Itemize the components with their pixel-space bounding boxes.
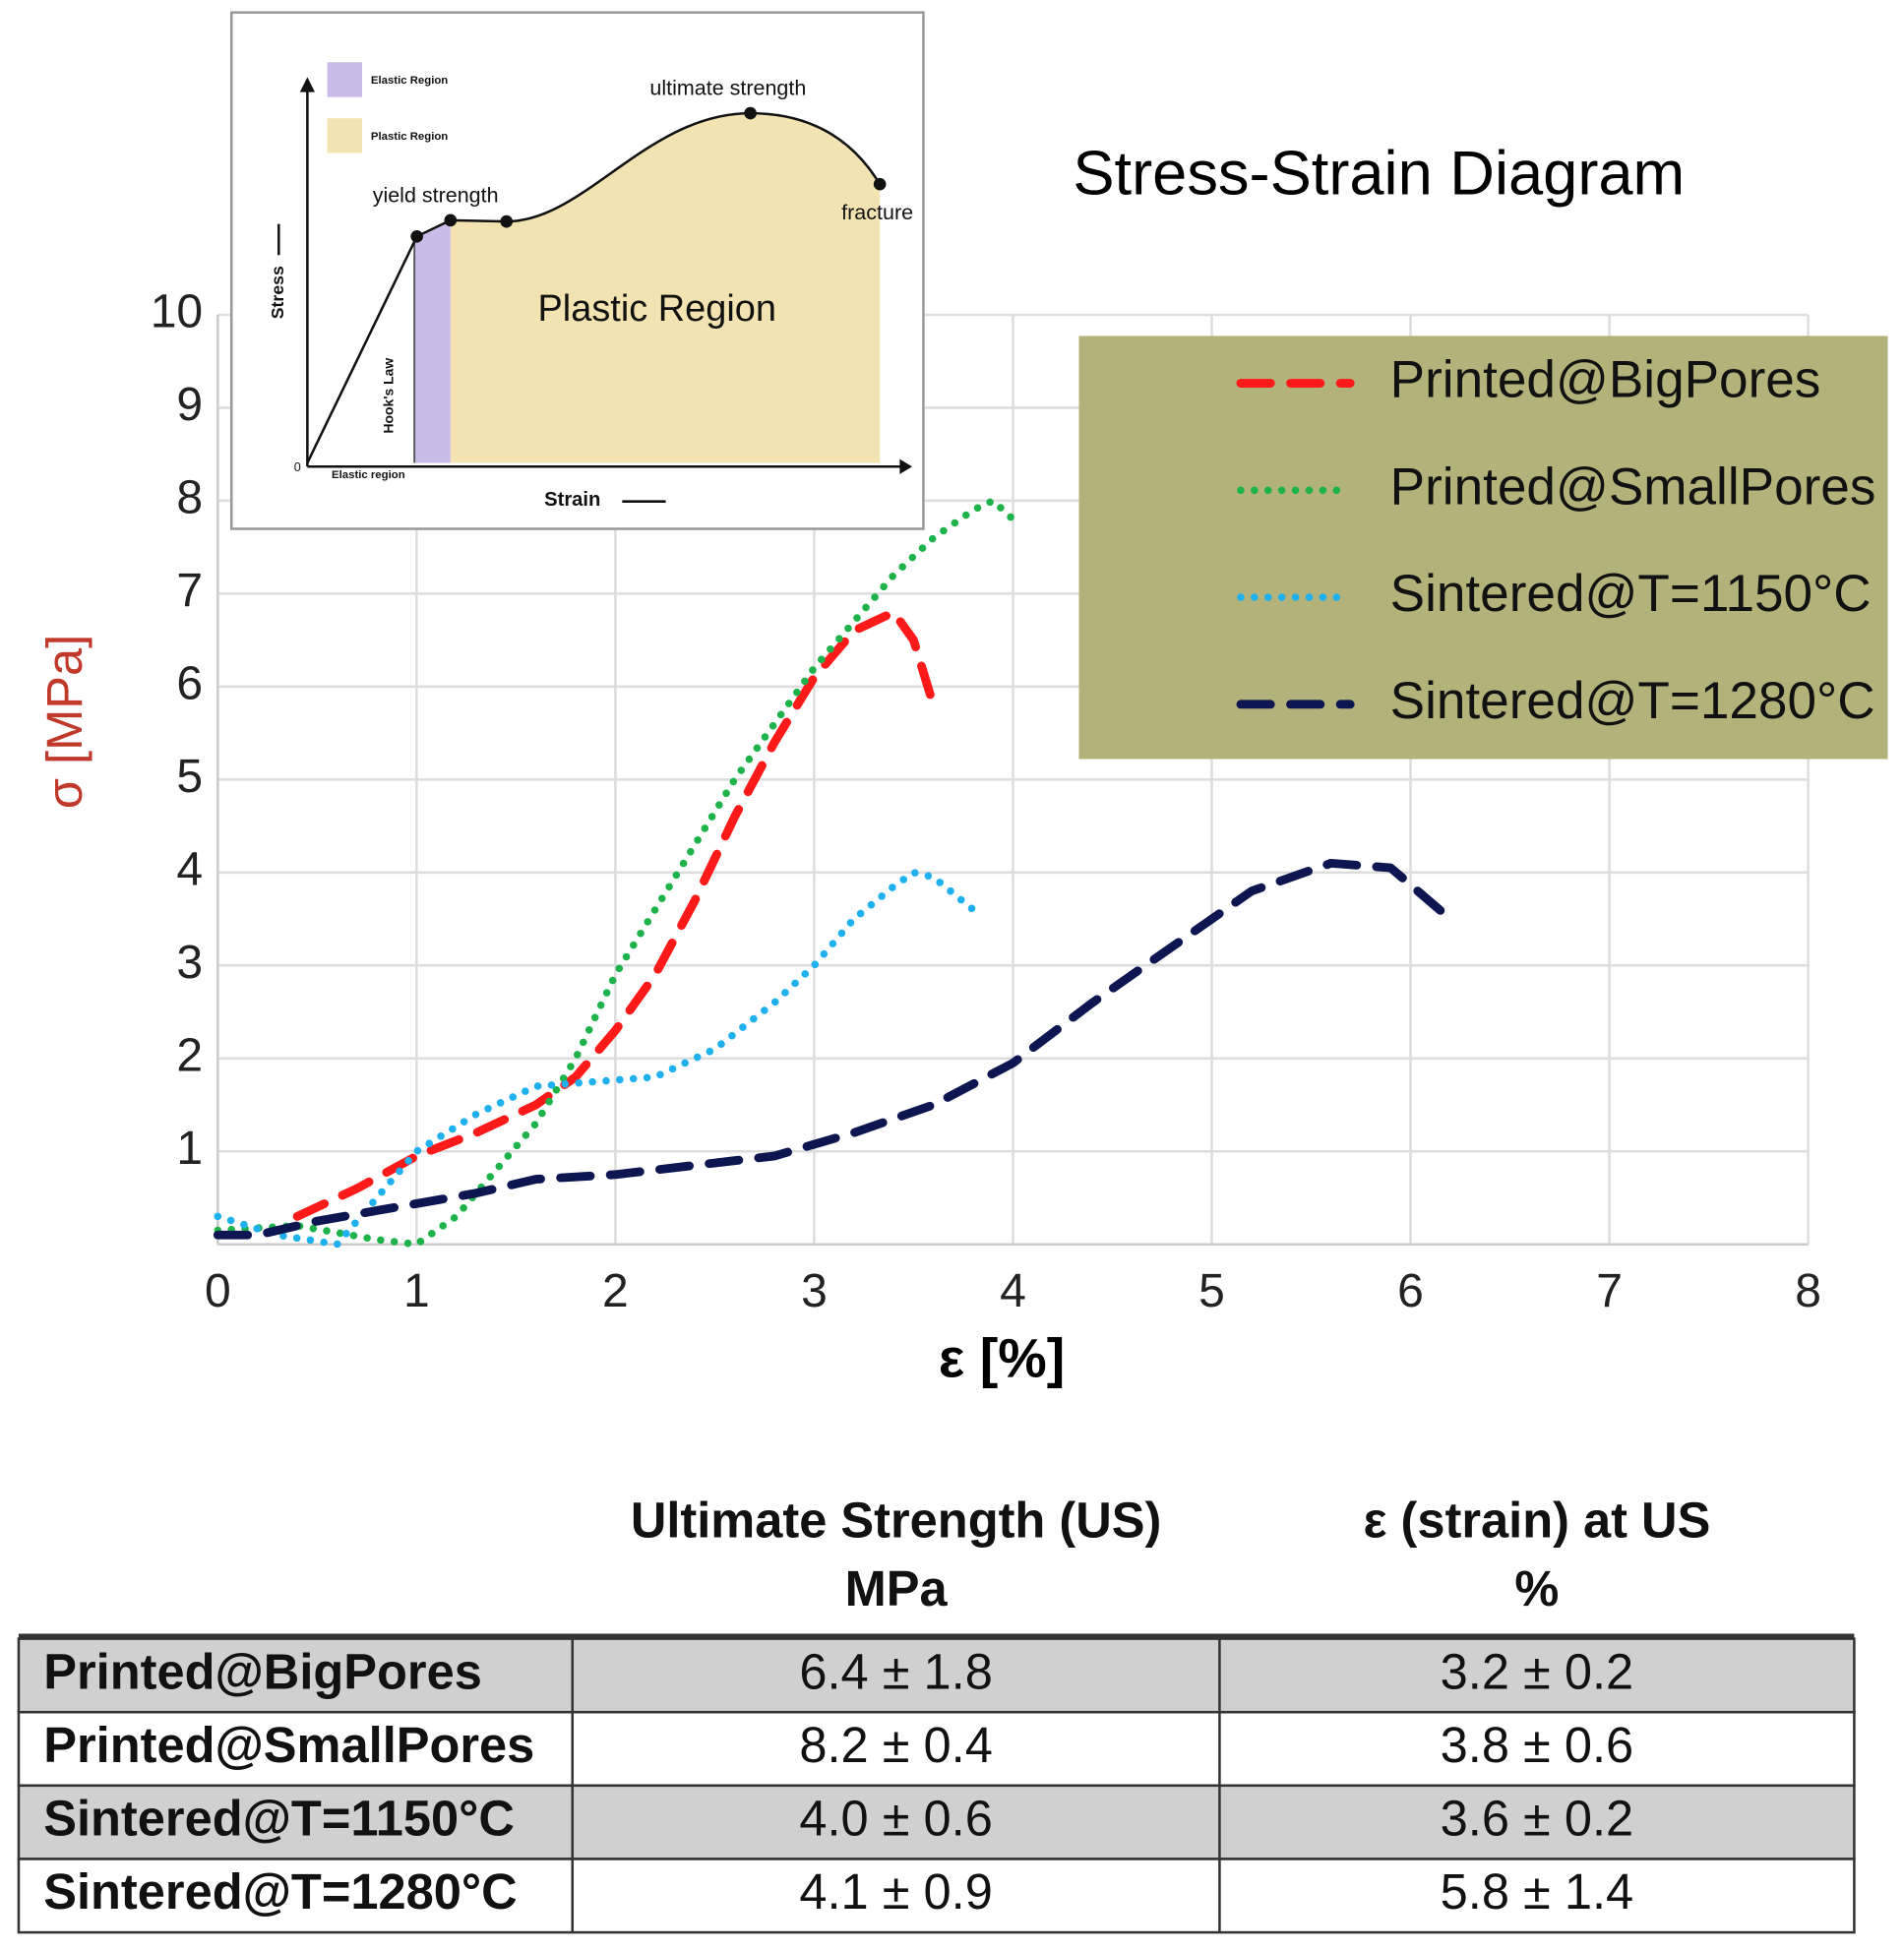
grid: 0 1 2 3 4 5 6 7 8 1 2 3 4 5 6 7 8 9 10 <box>151 286 1821 1317</box>
lines <box>213 497 1455 1249</box>
table: Ultimate Strength (US) MPa ε (strain) at U… <box>17 1493 1856 1934</box>
legend-swatch <box>327 118 363 153</box>
column-header: % <box>1514 1560 1559 1616</box>
x-tick-label: 4 <box>1000 1265 1026 1317</box>
table-cell: 6.4 ± 1.8 <box>799 1643 992 1699</box>
y-tick-label: 5 <box>176 751 203 803</box>
elastic-area <box>414 219 451 463</box>
y-tick-label: 2 <box>176 1029 203 1081</box>
y-tick-label: 1 <box>176 1123 203 1175</box>
arrow <box>299 77 315 92</box>
table-cell: 4.0 ± 0.6 <box>799 1791 992 1847</box>
legend: Printed@BigPores Printed@SmallPores Sinter… <box>1078 335 1888 760</box>
axis-label: Stress <box>268 266 287 319</box>
chart-title: Stress-Strain Diagram <box>1073 140 1685 209</box>
row-label: Printed@SmallPores <box>43 1717 534 1773</box>
series-line <box>213 858 1455 1240</box>
legend-swatch <box>327 62 363 97</box>
table-cell: 3.8 ± 0.6 <box>1441 1717 1633 1773</box>
arrow <box>899 458 913 474</box>
x-tick-label: 5 <box>1198 1265 1225 1317</box>
legend-label: Printed@BigPores <box>1390 351 1821 409</box>
series-line <box>292 607 939 1221</box>
label: Elastic region <box>332 469 405 481</box>
y-tick-label: 9 <box>176 379 203 431</box>
legend-box <box>1078 335 1888 760</box>
legend-label: Elastic Region <box>371 75 448 87</box>
table-cell: 4.1 ± 0.9 <box>799 1863 992 1920</box>
x-tick-label: 7 <box>1596 1265 1623 1317</box>
y-axis-label: σ [MPa] <box>36 635 92 809</box>
point <box>410 229 423 243</box>
y-tick-label: 3 <box>176 937 203 989</box>
column-header: MPa <box>845 1560 949 1616</box>
x-axis-label: ε [%] <box>939 1328 1065 1389</box>
row-label: Sintered@T=1280°C <box>43 1863 517 1920</box>
y-tick-label: 7 <box>176 565 203 617</box>
y-tick-label: 4 <box>176 843 203 895</box>
curve <box>306 111 882 464</box>
label: yield strength <box>373 183 499 207</box>
x-tick-label: 1 <box>403 1265 430 1317</box>
table-row <box>17 1858 1856 1934</box>
label: 0 <box>294 460 301 474</box>
table-row <box>17 1710 1856 1788</box>
label: ultimate strength <box>649 77 806 100</box>
table-cell: 3.2 ± 0.2 <box>1441 1643 1633 1699</box>
point <box>873 177 887 191</box>
x-tick-label: 2 <box>602 1265 629 1317</box>
label: fracture <box>841 201 913 224</box>
table-row <box>17 1784 1856 1860</box>
y-tick-label: 8 <box>176 472 203 524</box>
legend-label: Sintered@T=1150°C <box>1390 565 1872 623</box>
x-tick-label: 3 <box>801 1265 828 1317</box>
plastic-area <box>450 113 881 463</box>
row-label: Sintered@T=1150°C <box>43 1791 515 1847</box>
point <box>500 214 514 228</box>
legend-label: Plastic Region <box>371 131 448 143</box>
region-label: Plastic Region <box>538 288 777 330</box>
row-label: Printed@BigPores <box>43 1643 482 1699</box>
y-tick-label: 10 <box>151 286 203 338</box>
x-tick-label: 0 <box>205 1265 231 1317</box>
point <box>744 106 757 120</box>
legend-label: Printed@SmallPores <box>1390 457 1876 516</box>
point <box>444 213 458 227</box>
inset: Elastic Region Plastic Region ultimate s… <box>229 11 925 530</box>
table-cell: 8.2 ± 0.4 <box>799 1717 992 1773</box>
axis-label: Strain <box>544 489 600 511</box>
label: Hook's Law <box>381 358 397 434</box>
legend-label: Sintered@T=1280°C <box>1390 672 1875 730</box>
table-cell: 5.8 ± 1.4 <box>1441 1863 1633 1920</box>
column-header: Ultimate Strength (US) <box>631 1493 1162 1549</box>
y-tick-label: 6 <box>176 658 203 710</box>
x-tick-label: 8 <box>1795 1265 1821 1317</box>
x-tick-label: 6 <box>1397 1265 1424 1317</box>
column-header: ε (strain) at US <box>1364 1493 1711 1549</box>
series-line <box>214 497 1017 1249</box>
table-cell: 3.6 ± 0.2 <box>1441 1791 1633 1847</box>
